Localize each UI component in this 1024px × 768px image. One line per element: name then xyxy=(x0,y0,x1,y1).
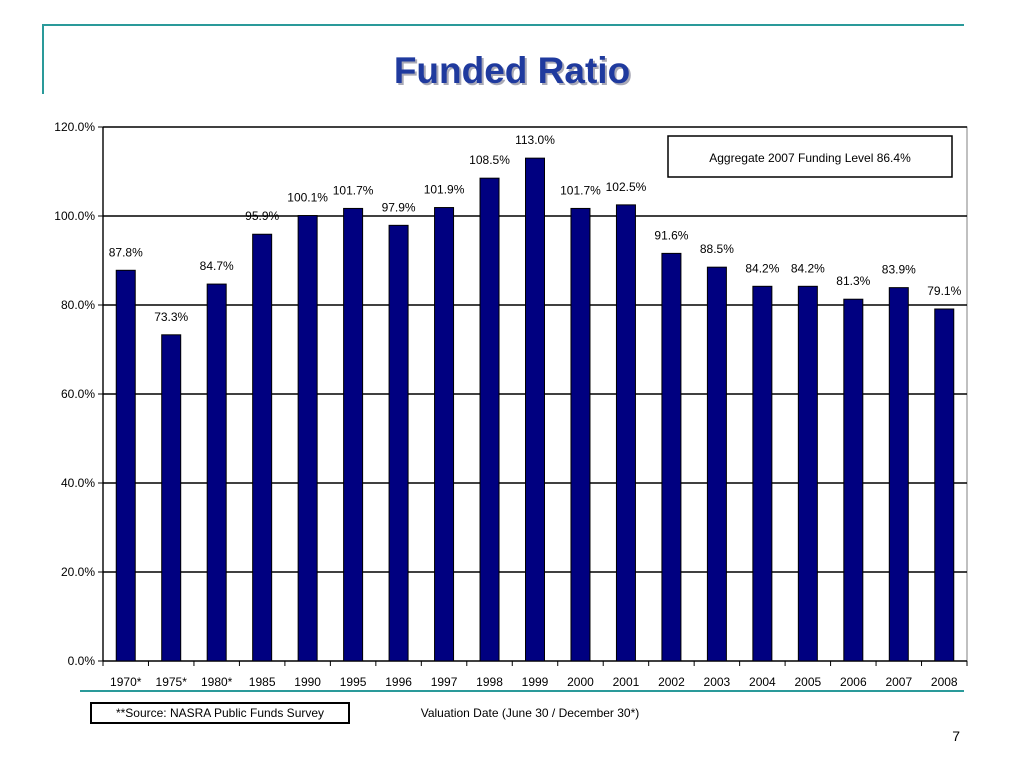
x-tick-label: 2008 xyxy=(931,675,958,689)
x-tick-label: 2002 xyxy=(658,675,685,689)
x-tick-label: 2007 xyxy=(885,675,912,689)
data-label: 108.5% xyxy=(469,153,510,167)
data-label: 88.5% xyxy=(700,242,734,256)
x-tick-label: 1996 xyxy=(385,675,412,689)
x-tick-label: 1980* xyxy=(201,675,233,689)
bar xyxy=(934,308,955,662)
bar xyxy=(161,334,182,662)
x-tick-label: 1995 xyxy=(340,675,367,689)
data-label: 101.7% xyxy=(560,183,601,197)
source-note: **Source: NASRA Public Funds Survey xyxy=(90,702,350,724)
left-accent-rule xyxy=(42,24,44,94)
x-tick-label: 2001 xyxy=(613,675,640,689)
x-tick-label: 1990 xyxy=(294,675,321,689)
bar xyxy=(343,207,364,662)
data-label: 84.2% xyxy=(745,261,779,275)
bar xyxy=(297,215,318,662)
top-accent-rule xyxy=(42,24,964,26)
bar xyxy=(206,283,227,662)
data-label: 91.6% xyxy=(654,228,688,242)
x-axis-title: Valuation Date (June 30 / December 30*) xyxy=(420,706,640,720)
data-label: 83.9% xyxy=(882,263,916,277)
bar xyxy=(752,285,773,662)
data-label: 87.8% xyxy=(109,245,143,259)
x-tick-label: 1998 xyxy=(476,675,503,689)
bar xyxy=(888,287,909,662)
bar xyxy=(479,177,500,662)
data-label: 100.1% xyxy=(287,191,328,205)
x-tick-label: 2004 xyxy=(749,675,776,689)
x-tick-label: 2003 xyxy=(704,675,731,689)
x-tick-label: 1997 xyxy=(431,675,458,689)
bar xyxy=(797,285,818,662)
bar xyxy=(843,298,864,662)
bar xyxy=(706,266,727,662)
y-tick-label: 60.0% xyxy=(61,387,95,401)
x-tick-label: 1975* xyxy=(156,675,188,689)
bar xyxy=(388,224,409,662)
y-tick-label: 20.0% xyxy=(61,565,95,579)
data-label: 84.2% xyxy=(791,261,825,275)
bar xyxy=(570,207,591,662)
x-tick-label: 2006 xyxy=(840,675,867,689)
y-tick-label: 100.0% xyxy=(54,209,95,223)
bar xyxy=(252,233,273,662)
data-label: 101.9% xyxy=(424,183,465,197)
data-label: 73.3% xyxy=(154,310,188,324)
y-tick-label: 80.0% xyxy=(61,298,95,312)
annotation-box xyxy=(667,135,953,178)
page-number: 7 xyxy=(952,728,960,744)
bar xyxy=(115,269,136,662)
x-tick-label: 2005 xyxy=(794,675,821,689)
bar xyxy=(525,157,545,662)
annotation-text: Aggregate 2007 Funding Level 86.4% xyxy=(709,151,911,165)
bottom-accent-rule xyxy=(80,690,964,692)
bar xyxy=(434,207,455,662)
x-tick-label: 1985 xyxy=(249,675,276,689)
data-label: 97.9% xyxy=(382,200,416,214)
y-tick-label: 0.0% xyxy=(68,654,96,668)
x-tick-label: 2000 xyxy=(567,675,594,689)
data-label: 84.7% xyxy=(200,259,234,273)
y-tick-label: 40.0% xyxy=(61,476,95,490)
x-tick-label: 1999 xyxy=(522,675,549,689)
data-label: 113.0% xyxy=(515,133,555,147)
data-label: 95.9% xyxy=(245,209,279,223)
data-label: 81.3% xyxy=(836,274,870,288)
data-label: 79.1% xyxy=(927,284,961,298)
y-tick-label: 120.0% xyxy=(54,120,95,134)
data-label: 102.5% xyxy=(606,180,647,194)
x-tick-label: 1970* xyxy=(110,675,142,689)
bar xyxy=(615,204,636,662)
bar xyxy=(661,252,682,662)
data-label: 101.7% xyxy=(333,183,374,197)
slide-title: Funded Ratio xyxy=(393,50,631,91)
